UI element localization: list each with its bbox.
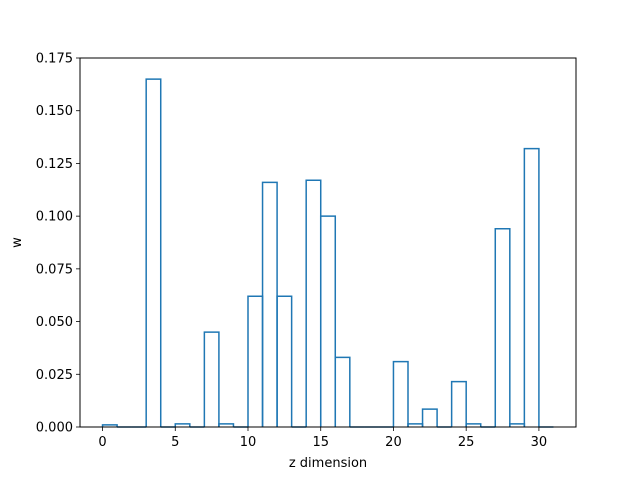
histogram-bin — [450, 380, 467, 427]
histogram-bin — [203, 331, 220, 427]
histogram-bin — [494, 228, 511, 427]
y-tick-label: 0.075 — [36, 262, 73, 277]
y-tick-label: 0.025 — [36, 368, 73, 383]
histogram-bin — [421, 408, 438, 427]
y-tick-label: 0.050 — [36, 315, 73, 330]
y-tick-label: 0.150 — [36, 104, 73, 119]
y-axis-ticks: 0.000 0.025 0.050 0.075 0.100 0.125 0.150 0.175 — [36, 52, 80, 436]
x-tick-label: 5 — [171, 435, 179, 450]
histogram-bin — [276, 295, 293, 427]
x-axis-label: z dimension — [289, 456, 367, 471]
histogram-bin — [218, 423, 235, 427]
x-tick-label: 10 — [240, 435, 257, 450]
y-tick-label: 0.175 — [36, 52, 73, 67]
x-tick-label: 30 — [531, 435, 548, 450]
histogram-bin — [101, 424, 118, 427]
x-tick-label: 20 — [385, 435, 402, 450]
y-axis-label: w — [10, 237, 25, 248]
histogram-bin — [392, 360, 409, 427]
x-tick-label: 25 — [458, 435, 475, 450]
histogram-bin — [145, 78, 162, 427]
histogram-bin — [319, 215, 337, 427]
y-tick-label: 0.000 — [36, 421, 73, 436]
histogram-bin — [334, 356, 351, 427]
plot-frame — [79, 57, 577, 428]
x-axis-ticks: 0 5 10 15 20 25 30 — [98, 427, 547, 450]
y-tick-label: 0.100 — [36, 210, 73, 225]
histogram-bin — [174, 423, 191, 427]
x-tick-label: 0 — [98, 435, 106, 450]
x-tick-label: 15 — [312, 435, 329, 450]
y-tick-label: 0.125 — [36, 157, 73, 172]
histogram-bin — [523, 147, 540, 427]
histogram-bin — [465, 423, 482, 427]
